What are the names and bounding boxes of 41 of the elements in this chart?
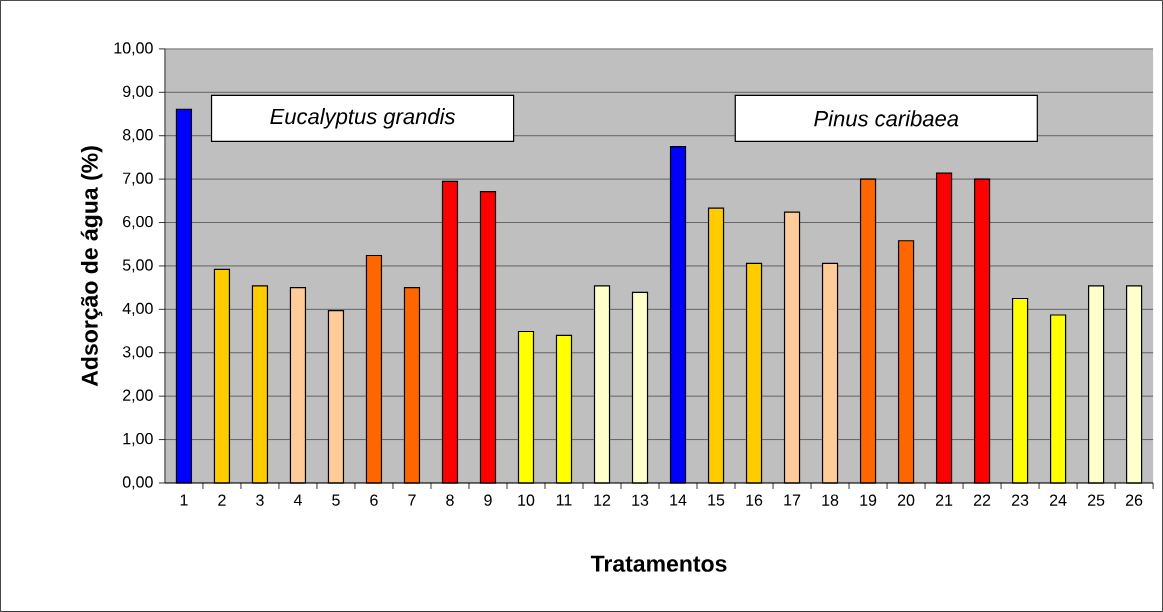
- x-tick-label: 6: [370, 494, 378, 506]
- x-tick-label: 9: [484, 494, 492, 506]
- x-tick-label: 3: [256, 494, 264, 506]
- y-tick-label: 6,00: [123, 215, 153, 230]
- x-tick-label: 26: [1125, 494, 1143, 506]
- x-tick-label: 1: [180, 494, 188, 506]
- y-tick-label: 1,00: [123, 433, 153, 447]
- x-tick-label: 15: [708, 494, 725, 506]
- x-tick-label: 18: [822, 494, 839, 506]
- x-tick-label: 20: [897, 494, 915, 506]
- x-axis-title: Tratamentos: [590, 555, 727, 572]
- y-tick-label: 7,00: [123, 172, 153, 186]
- y-tick-label: 3,00: [122, 346, 153, 360]
- x-tick-label: 24: [1049, 494, 1067, 506]
- y-tick-label: 5,00: [122, 259, 153, 273]
- x-tick-label: 7: [408, 494, 416, 506]
- x-tick-label: 17: [784, 494, 801, 506]
- x-tick-label: 14: [670, 494, 687, 506]
- y-tick-label: 10,00: [114, 42, 153, 56]
- x-tick-label: 16: [746, 494, 763, 506]
- x-tick-label: 5: [332, 494, 340, 506]
- x-tick-label: 2: [218, 494, 226, 506]
- y-tick-label: 0,00: [122, 476, 153, 490]
- x-tick-label: 4: [293, 494, 302, 506]
- y-tick-label: 4,00: [122, 302, 153, 316]
- x-tick-label: 23: [1011, 494, 1029, 506]
- y-axis-title: Adsorção de água (%): [80, 146, 103, 387]
- y-tick-label: 8,00: [122, 129, 153, 143]
- x-tick-label: 12: [594, 494, 611, 506]
- x-tick-label: 25: [1087, 494, 1105, 506]
- y-tick-label: 9,00: [123, 85, 153, 99]
- x-tick-label: 11: [556, 494, 572, 506]
- x-tick-label: 10: [518, 494, 535, 506]
- x-tick-label: 22: [973, 494, 991, 506]
- x-tick-label: 8: [446, 494, 454, 506]
- annotation: Pinus caribaea: [814, 110, 959, 127]
- annotation: Eucalyptus grandis: [270, 108, 456, 129]
- y-tick-label: 2,00: [123, 389, 153, 403]
- x-tick-label: 21: [935, 494, 953, 506]
- x-tick-label: 19: [860, 494, 877, 506]
- x-tick-label: 13: [632, 494, 649, 506]
